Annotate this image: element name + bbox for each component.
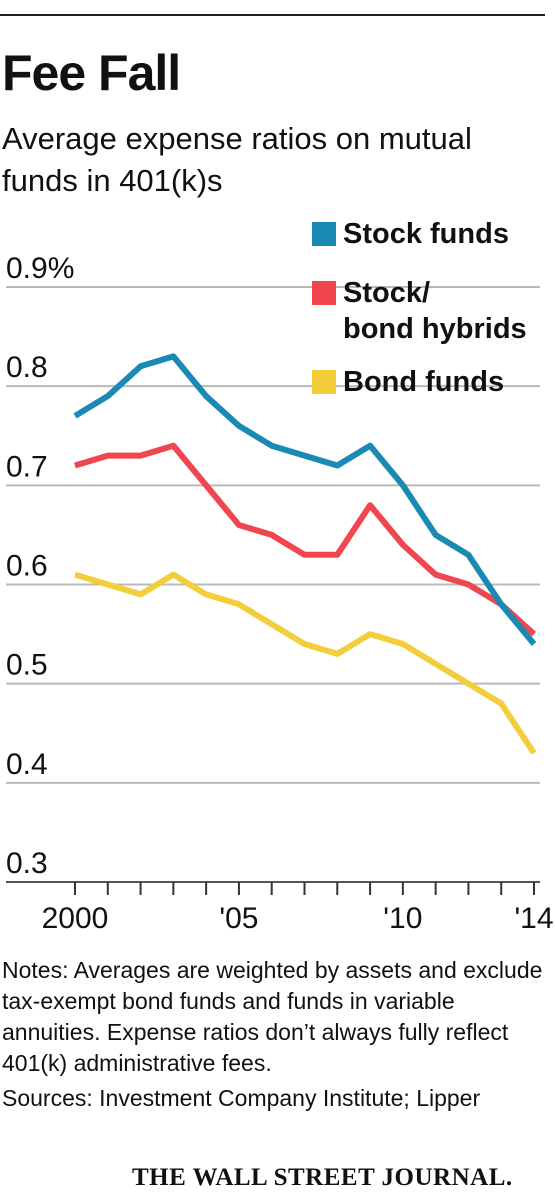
series-line-stock-funds (73, 353, 537, 646)
legend-swatch (312, 281, 336, 305)
y-tick-label: 0.7 (6, 450, 48, 483)
y-tick-label: 0.4 (6, 748, 48, 781)
x-tick-label: '10 (383, 902, 422, 935)
legend-label: Stock/ (343, 277, 430, 309)
series-line-bond-funds (74, 571, 537, 755)
series-line-stock-bond-hybrids (74, 442, 537, 637)
notes-text: Notes: Averages are weighted by assets a… (2, 957, 543, 1076)
legend-swatch (312, 370, 336, 394)
chart-subtitle: Average expense ratios on mutual funds i… (2, 121, 472, 198)
y-tick-label: 0.6 (6, 550, 48, 583)
x-tick-label: 2000 (42, 902, 109, 935)
y-tick-label: 0.9% (6, 252, 74, 285)
legend-label: bond hybrids (343, 313, 527, 345)
x-tick-label: '05 (219, 902, 258, 935)
sources-text: Sources: Investment Company Institute; L… (2, 1085, 481, 1111)
legend-swatch (312, 222, 336, 246)
chart-title: Fee Fall (2, 45, 181, 101)
line-chart: 0.9% 0.8 0.7 0.6 0.5 0.4 0.3 2000 '05 '10 '14 Stock… (6, 218, 554, 935)
legend-label: Bond funds (343, 366, 504, 398)
y-tick-label: 0.5 (6, 649, 48, 682)
legend-label: Stock funds (343, 218, 509, 250)
x-tick-label: '14 (514, 902, 553, 935)
top-rule (0, 14, 545, 16)
y-tick-label: 0.8 (6, 351, 48, 384)
y-tick-label: 0.3 (6, 847, 48, 880)
publisher-logo: THE WALL STREET JOURNAL. (132, 1164, 513, 1191)
